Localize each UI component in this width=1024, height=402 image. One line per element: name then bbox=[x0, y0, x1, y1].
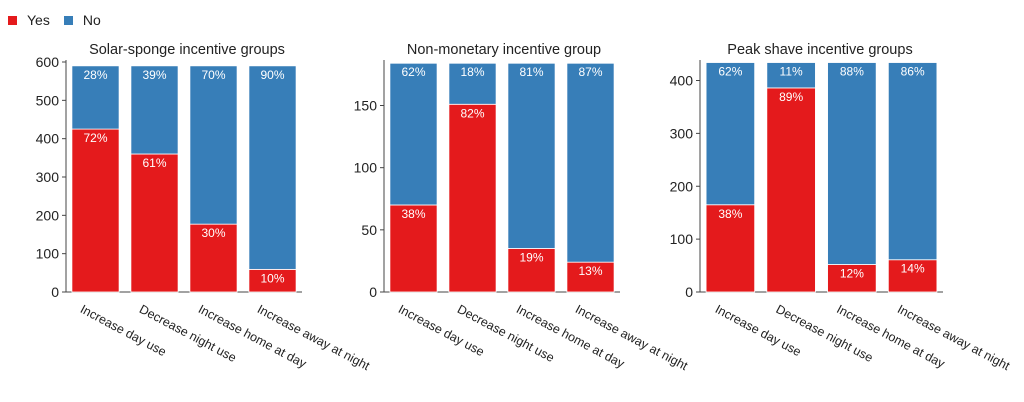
peak-shave-bar-no bbox=[827, 62, 877, 265]
solar-sponge-y-tick-label: 500 bbox=[36, 92, 60, 108]
peak-shave-bar-no bbox=[887, 62, 938, 261]
peak-shave-bar-no bbox=[766, 62, 816, 89]
solar-sponge-y-tick-label: 600 bbox=[36, 54, 60, 70]
solar-sponge-bar-no bbox=[130, 65, 179, 155]
peak-shave-bar-yes bbox=[705, 204, 756, 293]
peak-shave-y-tick-label: 100 bbox=[670, 231, 694, 247]
peak-shave-y-tick-label: 0 bbox=[685, 284, 693, 300]
non-monetary-y-tick-label: 0 bbox=[369, 284, 377, 300]
solar-sponge-bar-no bbox=[71, 65, 120, 130]
solar-sponge-data-label: 90% bbox=[260, 68, 284, 82]
solar-sponge-data-label: 61% bbox=[142, 156, 166, 170]
peak-shave-data-label: 62% bbox=[718, 65, 742, 79]
solar-sponge-bar-no bbox=[189, 65, 238, 225]
legend-item-yes: Yes bbox=[8, 12, 50, 28]
legend: Yes No bbox=[8, 12, 101, 28]
non-monetary-data-label: 82% bbox=[460, 106, 484, 120]
non-monetary-y-tick-label: 100 bbox=[354, 160, 378, 176]
solar-sponge-data-label: 72% bbox=[83, 131, 107, 145]
peak-shave-bar-yes bbox=[887, 259, 938, 293]
non-monetary-category-label: Increase away at night bbox=[573, 302, 690, 373]
solar-sponge-y-tick-label: 100 bbox=[36, 246, 60, 262]
solar-sponge-y-tick-label: 200 bbox=[36, 207, 60, 223]
solar-sponge-data-label: 70% bbox=[201, 68, 225, 82]
solar-sponge-y-tick-label: 0 bbox=[51, 284, 59, 300]
peak-shave-data-label: 12% bbox=[840, 267, 864, 281]
solar-sponge-bar-no bbox=[248, 65, 297, 270]
peak-shave-category-label: Increase away at night bbox=[895, 302, 1012, 373]
peak-shave-category-label: Increase home at day bbox=[834, 302, 947, 371]
non-monetary-data-label: 38% bbox=[401, 207, 425, 221]
solar-sponge-data-label: 10% bbox=[260, 271, 284, 285]
solar-sponge-category-label: Increase home at day bbox=[196, 302, 309, 371]
non-monetary-data-label: 62% bbox=[401, 65, 425, 79]
non-monetary-data-label: 81% bbox=[519, 65, 543, 79]
peak-shave-y-tick-label: 300 bbox=[670, 125, 694, 141]
non-monetary-bar-yes bbox=[507, 248, 556, 293]
peak-shave-data-label: 86% bbox=[901, 65, 925, 79]
solar-sponge-bar-yes bbox=[130, 153, 179, 293]
non-monetary-bar-no bbox=[448, 62, 497, 105]
solar-sponge-y-tick-label: 400 bbox=[36, 131, 60, 147]
peak-shave-bar-yes bbox=[766, 87, 816, 293]
non-monetary-bar-no bbox=[507, 62, 556, 249]
chart-title-peak-shave: Peak shave incentive groups bbox=[727, 42, 913, 58]
peak-shave-y-tick-label: 200 bbox=[670, 178, 694, 194]
solar-sponge-data-label: 39% bbox=[142, 68, 166, 82]
non-monetary-bar-yes bbox=[566, 261, 615, 293]
solar-sponge-category-label: Increase away at night bbox=[255, 302, 372, 373]
non-monetary-bar-yes bbox=[448, 103, 497, 293]
legend-swatch-no bbox=[63, 15, 73, 25]
non-monetary-category-label: Increase home at day bbox=[514, 302, 627, 371]
legend-item-no: No bbox=[63, 12, 101, 28]
legend-label-no: No bbox=[82, 12, 101, 28]
peak-shave-data-label: 14% bbox=[901, 262, 925, 276]
solar-sponge-bar-yes bbox=[71, 128, 120, 293]
legend-swatch-yes bbox=[8, 15, 17, 25]
peak-shave-y-tick-label: 400 bbox=[670, 73, 694, 89]
non-monetary-data-label: 13% bbox=[578, 264, 602, 278]
chart-title-solar-sponge: Solar-sponge incentive groups bbox=[89, 42, 285, 58]
non-monetary-y-tick-label: 150 bbox=[354, 98, 378, 114]
non-monetary-data-label: 18% bbox=[460, 65, 484, 79]
non-monetary-data-label: 87% bbox=[578, 65, 602, 79]
solar-sponge-data-label: 28% bbox=[83, 68, 107, 82]
chart-title-non-monetary: Non-monetary incentive group bbox=[406, 42, 602, 58]
solar-sponge-y-tick-label: 300 bbox=[36, 169, 60, 185]
non-monetary-y-tick-label: 50 bbox=[361, 222, 377, 238]
solar-sponge-category-label: Decrease night use bbox=[137, 302, 239, 365]
peak-shave-data-label: 38% bbox=[718, 207, 742, 221]
solar-sponge-data-label: 30% bbox=[201, 226, 225, 240]
legend-label-yes: Yes bbox=[27, 12, 50, 28]
peak-shave-data-label: 89% bbox=[779, 90, 803, 104]
non-monetary-category-label: Decrease night use bbox=[455, 302, 557, 365]
non-monetary-data-label: 19% bbox=[519, 250, 543, 264]
non-monetary-bar-no bbox=[566, 62, 615, 263]
non-monetary-bar-no bbox=[389, 62, 438, 206]
peak-shave-data-label: 11% bbox=[780, 65, 803, 79]
peak-shave-data-label: 88% bbox=[840, 65, 864, 79]
peak-shave-bar-no bbox=[705, 62, 756, 206]
